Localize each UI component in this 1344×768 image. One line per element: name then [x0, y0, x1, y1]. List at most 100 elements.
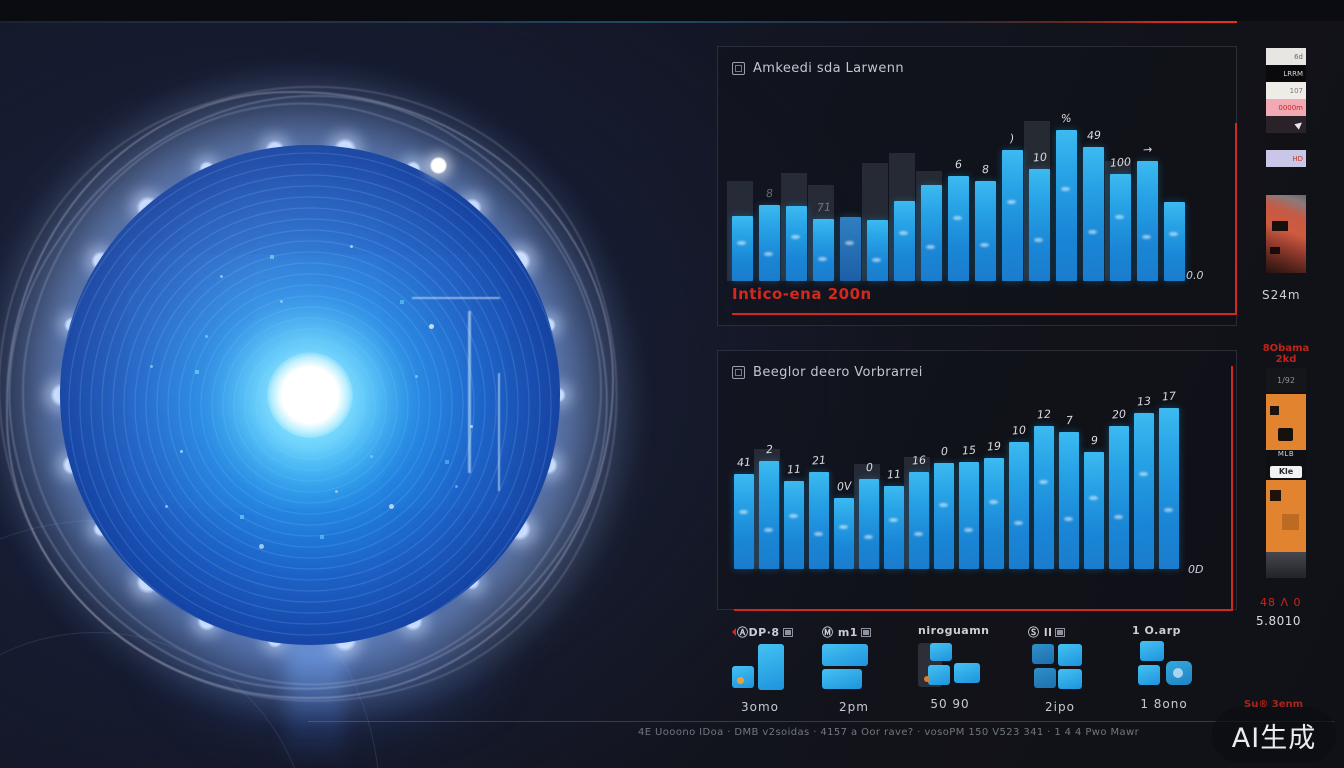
- thumb-tile[interactable]: [1166, 661, 1192, 685]
- bar-value-label: 19: [986, 439, 1002, 454]
- bar-value-label: 11: [886, 467, 902, 482]
- thumb-tile[interactable]: [1138, 665, 1160, 685]
- bar-value-label: 8: [765, 186, 774, 201]
- rail-tile-text: LRRM: [1283, 69, 1303, 78]
- thumbnail-header: Ⓢ ll: [1028, 624, 1116, 640]
- right-rail-collage-thumb[interactable]: [1266, 195, 1306, 273]
- bar-value-label: →: [1142, 142, 1153, 157]
- rail-tile[interactable]: HD: [1266, 150, 1306, 167]
- thumb-tile[interactable]: [1058, 669, 1082, 689]
- thumbnail-header-text: 1 O.arp: [1132, 624, 1181, 637]
- thumb-tile[interactable]: [1032, 644, 1054, 664]
- thumbnail-card[interactable]: 1 O.arp 1 8ono: [1132, 624, 1220, 712]
- rail-red-note-line1: 8Obama: [1262, 343, 1310, 354]
- rail-tile-text: 107: [1289, 86, 1303, 95]
- grid-icon: [1055, 627, 1066, 637]
- thumbnail-header-text: Ⓜ m1: [822, 626, 858, 639]
- thumb-tile[interactable]: [758, 644, 784, 690]
- bar: [948, 176, 969, 281]
- chart1-axis-bottom: [732, 313, 1237, 315]
- thumb-tile[interactable]: [732, 666, 754, 688]
- thumbnail-card[interactable]: niroguamn 50 90: [918, 624, 1006, 712]
- bar-value-label: [850, 199, 851, 212]
- thumb-tile[interactable]: [954, 663, 980, 683]
- bar: [1034, 426, 1054, 569]
- bar-slot: 8: [759, 187, 780, 281]
- rail-red-note: 8Obama 2kd: [1256, 343, 1316, 365]
- thumbnail-tiles: [822, 644, 910, 692]
- thumbnail-caption: 50 90: [930, 697, 970, 711]
- thumbnail-header-text: niroguamn: [918, 624, 990, 637]
- bar: [1134, 413, 1154, 569]
- rail-tile[interactable]: ▶: [1266, 116, 1306, 133]
- bar: [884, 486, 904, 569]
- rail-tile[interactable]: LRRM: [1266, 65, 1306, 82]
- circuit-trace: [412, 297, 500, 299]
- bar-value-label: %: [1060, 111, 1073, 126]
- bar-slot: [840, 199, 861, 281]
- bar-slot: [1164, 184, 1185, 281]
- bar-slot: 0: [934, 445, 954, 569]
- bar-value-label: 15: [961, 443, 977, 458]
- bar-slot: 10: [1009, 424, 1029, 569]
- thumbnail-tiles: [1028, 644, 1116, 692]
- bar-slot: 13: [1134, 395, 1154, 569]
- thumb-tile[interactable]: [924, 665, 950, 685]
- rail-orange-strip-bottom[interactable]: [1266, 480, 1306, 552]
- bar-value-label: 0: [940, 444, 948, 459]
- circuit-trace: [498, 373, 500, 491]
- bar-slot: 9: [1084, 434, 1104, 569]
- thumbnail-card[interactable]: Ⓜ m1 2pm: [822, 624, 910, 714]
- bar-value-label: 7: [1065, 413, 1073, 428]
- bar-slot: 8: [975, 163, 996, 281]
- bar: [1109, 426, 1129, 569]
- thumb-tile[interactable]: [930, 643, 952, 661]
- thumb-tile[interactable]: [822, 644, 868, 666]
- thumbnail-caption: 2ipo: [1045, 700, 1075, 714]
- grid-icon: [860, 627, 871, 637]
- bar-value-label: 0V: [836, 479, 852, 494]
- bar-slot: 20: [1109, 408, 1129, 569]
- bar-slot: 49: [1083, 129, 1104, 281]
- panel1-title: Amkeedi sda Larwenn: [753, 61, 904, 76]
- thumb-tile[interactable]: [1034, 668, 1056, 688]
- bar: [975, 181, 996, 281]
- bar-value-label: 13: [1136, 394, 1152, 409]
- rail-tile[interactable]: 107: [1266, 82, 1306, 99]
- bar-slot: 11: [884, 468, 904, 569]
- thumbnail-tiles: [918, 641, 1006, 689]
- bar-value-label: 10: [1032, 150, 1047, 165]
- rail-band-text: MLB: [1277, 450, 1295, 458]
- bar-value-label: 2: [765, 442, 773, 457]
- bar-slot: [916, 167, 942, 281]
- thumb-tile[interactable]: [1140, 641, 1164, 661]
- bar: [759, 461, 779, 569]
- rail-tile[interactable]: [1266, 133, 1306, 150]
- rail-tile[interactable]: 0000m: [1266, 99, 1306, 116]
- thumb-tile[interactable]: [1058, 644, 1082, 666]
- thumbnail-header: niroguamn: [918, 624, 1006, 637]
- bar: [1029, 169, 1050, 281]
- bar-slot: 21: [809, 454, 829, 569]
- rail-dark-tile[interactable]: 1/92: [1266, 368, 1306, 392]
- bar-value-label: 20: [1111, 407, 1127, 422]
- right-rail-tile-stack: 6d LRRM 107 0000m ▶ HD: [1266, 48, 1306, 167]
- panel2-title: Beeglor deero Vorbrarrei: [753, 365, 923, 380]
- thumbnail-card[interactable]: Ⓢ ll 2ipo: [1028, 624, 1116, 714]
- rail-tile-text: 6d: [1294, 52, 1303, 61]
- bar-slot: 100: [1105, 155, 1131, 281]
- bar-value-label: 16: [911, 453, 927, 468]
- rail-orange-strip-top[interactable]: [1266, 394, 1306, 450]
- thumbnail-card[interactable]: ⒶDP·8 3omo: [728, 624, 816, 714]
- rail-red-note-line2: 2kd: [1275, 354, 1297, 365]
- bar-slot: 6: [948, 158, 969, 281]
- bar-slot: 17: [1159, 390, 1179, 569]
- bar-slot: 0: [854, 461, 880, 569]
- chart2-axis-end-label: 0D: [1188, 563, 1204, 576]
- bar-slot: [889, 153, 915, 281]
- thumb-tile[interactable]: [822, 669, 862, 689]
- thumbnail-caption: 3omo: [740, 700, 779, 714]
- rail-tile[interactable]: 6d: [1266, 48, 1306, 65]
- energy-orb: [0, 0, 787, 768]
- thumbnail-tiles: [728, 644, 816, 692]
